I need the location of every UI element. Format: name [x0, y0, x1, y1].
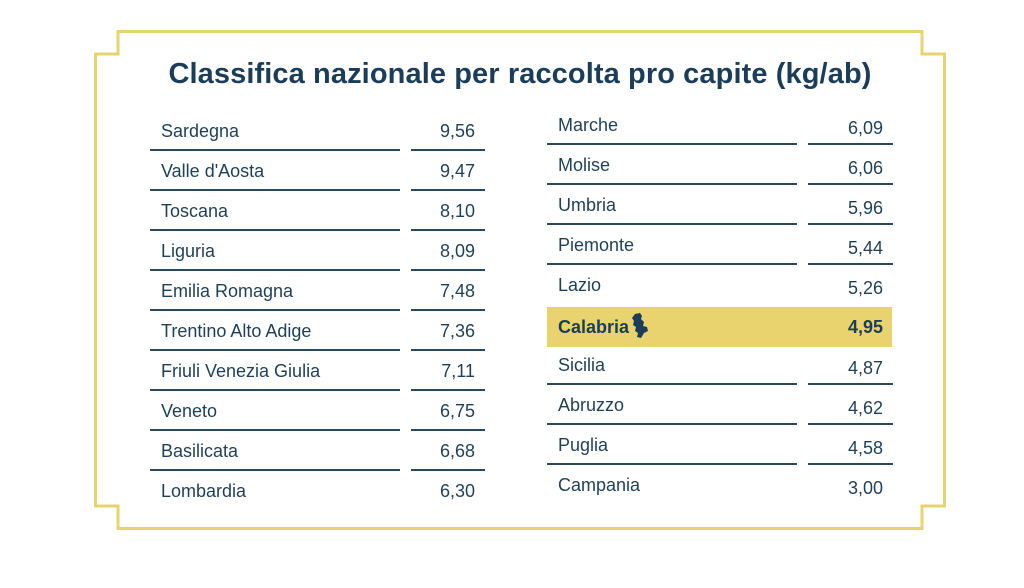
table-row: Liguria 8,09 [150, 233, 495, 273]
region-value: 6,68 [411, 433, 485, 471]
region-name: Lazio [558, 275, 602, 295]
table-row: Piemonte 5,44 [547, 227, 893, 267]
region-name: Trentino Alto Adige [150, 313, 400, 351]
region-value: 3,00 [847, 478, 883, 498]
table-row: Valle d'Aosta 9,47 [150, 153, 495, 193]
page-title: Classifica nazionale per raccolta pro ca… [168, 58, 872, 90]
region-value: 5,96 [808, 193, 893, 225]
region-value: 4,62 [808, 393, 893, 425]
region-name: Lombardia [161, 481, 247, 501]
decorative-frame [94, 30, 946, 530]
region-name: Veneto [150, 393, 400, 431]
table-row: Campania 3,00 [547, 467, 892, 507]
region-value: 5,26 [847, 278, 883, 298]
table-row: Trentino Alto Adige 7,36 [150, 313, 495, 353]
region-name: Campania [558, 475, 641, 495]
region-name: Valle d'Aosta [150, 153, 400, 191]
region-name: Sicilia [547, 347, 797, 385]
region-value: 5,44 [808, 233, 893, 265]
region-name: Abruzzo [547, 387, 797, 425]
region-value: 4,58 [808, 433, 893, 465]
frame-border-icon [94, 30, 946, 530]
table-row: Sicilia 4,87 [547, 347, 893, 387]
region-name: Basilicata [150, 433, 400, 471]
region-name: Molise [547, 147, 797, 185]
region-name: Friuli Venezia Giulia [150, 353, 400, 391]
region-name: Calabria [547, 307, 797, 349]
region-value: 7,48 [411, 273, 485, 311]
table-row: Toscana 8,10 [150, 193, 495, 233]
region-value: 9,56 [411, 113, 485, 151]
region-value: 8,10 [411, 193, 485, 231]
region-value: 8,09 [411, 233, 485, 271]
region-value: 6,06 [808, 153, 893, 185]
region-name: Puglia [547, 427, 797, 465]
table-row: Lazio 5,26 [547, 267, 892, 307]
table-row: Abruzzo 4,62 [547, 387, 893, 427]
region-name: Marche [547, 107, 797, 145]
region-name: Toscana [150, 193, 400, 231]
table-row: Basilicata 6,68 [150, 433, 495, 473]
region-name: Liguria [150, 233, 400, 271]
ranking-column-left: Sardegna 9,56 Valle d'Aosta 9,47 Toscana… [150, 113, 495, 513]
region-name: Emilia Romagna [150, 273, 400, 311]
region-value: 6,75 [411, 393, 485, 431]
table-row: Sardegna 9,56 [150, 113, 495, 153]
region-value: 7,36 [411, 313, 485, 351]
table-row-highlighted: Calabria 4,95 [547, 307, 892, 347]
region-value: 6,30 [439, 481, 475, 501]
region-value: 9,47 [411, 153, 485, 191]
region-value: 6,09 [808, 113, 893, 145]
table-row: Veneto 6,75 [150, 393, 495, 433]
table-row: Molise 6,06 [547, 147, 893, 187]
table-row: Friuli Venezia Giulia 7,11 [150, 353, 495, 393]
table-row: Umbria 5,96 [547, 187, 893, 227]
calabria-map-icon [632, 313, 649, 339]
table-row: Puglia 4,58 [547, 427, 893, 467]
region-name: Piemonte [547, 227, 797, 265]
table-row: Lombardia 6,30 [150, 473, 495, 513]
table-row: Emilia Romagna 7,48 [150, 273, 495, 313]
region-value: 4,87 [808, 353, 893, 385]
region-value: 4,95 [847, 317, 883, 337]
region-name: Umbria [547, 187, 797, 225]
table-row: Marche 6,09 [547, 107, 893, 147]
region-name: Sardegna [150, 113, 400, 151]
region-value: 7,11 [411, 353, 485, 391]
ranking-column-right: Marche 6,09 Molise 6,06 Umbria 5,96 Piem… [547, 107, 893, 507]
region-label: Calabria [558, 317, 630, 337]
